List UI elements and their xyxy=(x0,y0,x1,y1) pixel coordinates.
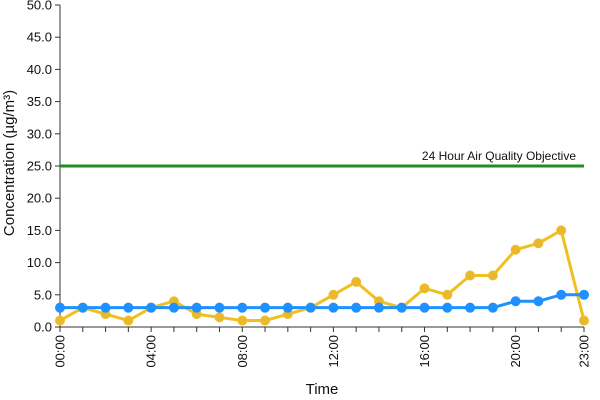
y-tick-label: 0.0 xyxy=(34,320,52,335)
data-point xyxy=(237,315,248,326)
y-tick-label: 25.0 xyxy=(27,159,52,174)
data-point xyxy=(442,302,453,313)
data-point xyxy=(191,302,202,313)
data-point xyxy=(168,302,179,313)
data-point xyxy=(533,238,544,249)
y-tick-label: 15.0 xyxy=(27,223,52,238)
data-point xyxy=(419,302,430,313)
x-tick-label: 23:00 xyxy=(577,335,592,368)
y-tick-label: 45.0 xyxy=(27,30,52,45)
y-tick-label: 5.0 xyxy=(34,287,52,302)
data-point xyxy=(510,244,521,255)
data-point xyxy=(373,302,384,313)
data-point xyxy=(533,296,544,307)
data-point xyxy=(260,302,271,313)
data-point xyxy=(510,296,521,307)
y-tick-label: 50.0 xyxy=(27,0,52,13)
y-axis-ticks: 0.0 5.0 10.0 15.0 20.0 25.0 30.0 35.0 40.0 45.0 50… xyxy=(27,0,60,335)
data-point xyxy=(214,312,225,323)
data-point xyxy=(100,302,111,313)
data-point xyxy=(55,302,65,313)
x-tick-label: 20:00 xyxy=(508,335,523,368)
data-point xyxy=(465,302,476,313)
series-layer xyxy=(55,225,589,326)
data-point xyxy=(260,315,271,326)
x-axis-ticks: 00:00 04:00 08:00 12:00 16:00 20:00 23:00 xyxy=(53,327,592,368)
data-point xyxy=(282,302,293,313)
x-tick-label: 16:00 xyxy=(417,335,432,368)
data-point xyxy=(55,315,65,326)
data-point xyxy=(351,302,362,313)
y-tick-label: 20.0 xyxy=(27,191,52,206)
data-point xyxy=(579,315,589,326)
data-point xyxy=(237,302,248,313)
x-tick-label: 12:00 xyxy=(326,335,341,368)
x-axis-title: Time xyxy=(306,381,339,398)
data-point xyxy=(214,302,225,313)
x-tick-label: 04:00 xyxy=(144,335,159,368)
series-1 xyxy=(55,225,589,326)
y-tick-label: 30.0 xyxy=(27,126,52,141)
data-point xyxy=(556,225,567,236)
data-point xyxy=(351,276,362,287)
data-point xyxy=(328,302,339,313)
reference-line-label: 24 Hour Air Quality Objective xyxy=(422,149,576,163)
data-point xyxy=(419,283,430,294)
data-point xyxy=(123,302,134,313)
x-tick-label: 00:00 xyxy=(53,335,68,368)
data-point xyxy=(487,270,498,281)
data-point xyxy=(396,302,407,313)
data-point xyxy=(487,302,498,313)
data-point xyxy=(305,302,316,313)
data-point xyxy=(579,289,589,300)
y-tick-label: 10.0 xyxy=(27,255,52,270)
y-axis-title: Concentration (µg/m³) xyxy=(1,90,18,236)
data-point xyxy=(556,289,567,300)
reference-line-group: 24 Hour Air Quality Objective xyxy=(60,149,584,168)
series-2 xyxy=(55,289,589,313)
y-tick-label: 40.0 xyxy=(27,62,52,77)
data-point xyxy=(465,270,476,281)
data-point xyxy=(328,289,339,300)
data-point xyxy=(442,289,453,300)
data-point xyxy=(77,302,88,313)
x-tick-label: 08:00 xyxy=(235,335,250,368)
y-tick-label: 35.0 xyxy=(27,94,52,109)
data-point xyxy=(146,302,157,313)
data-point xyxy=(123,315,134,326)
